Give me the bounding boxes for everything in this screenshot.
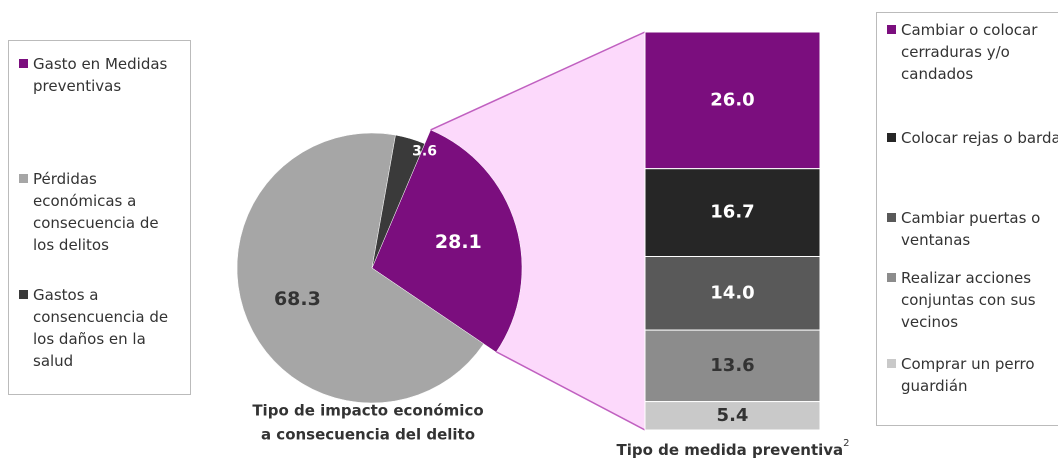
pie-legend: Gasto en Medidas preventivas Pérdidas eco… (8, 40, 191, 395)
legend-item: Cambiar puertas o ventanas (887, 207, 1058, 251)
legend-item: Pérdidas económicas a consecuencia de lo… (19, 168, 184, 256)
legend-swatch (887, 133, 896, 142)
connector-fill (430, 32, 645, 430)
bar-segment (644, 401, 821, 431)
data-label: 3.6 (412, 144, 437, 160)
chart-title: Tipo de medida preventiva2 (616, 438, 849, 459)
bar-segment (644, 329, 821, 403)
pie-slice (371, 129, 523, 353)
connector-line (496, 351, 646, 431)
chart-title: a consecuencia del delito (261, 426, 475, 444)
legend-swatch (887, 213, 896, 222)
legend-label: Cambiar puertas o ventanas (901, 209, 1041, 249)
bar-segment (644, 168, 821, 257)
legend-item: Gasto en Medidas preventivas (19, 53, 184, 97)
legend-swatch (887, 25, 896, 34)
bar-legend: Cambiar o colocar cerraduras y/o candado… (876, 12, 1058, 426)
legend-item: Realizar acciones conjuntas con sus veci… (887, 267, 1058, 333)
pie-slice (236, 132, 485, 404)
legend-swatch (19, 290, 28, 299)
pie-slice (371, 134, 426, 269)
data-label: 13.6 (710, 355, 754, 376)
title-footnote: 2 (843, 438, 849, 449)
legend-label: Pérdidas económicas a consecuencia de lo… (33, 170, 159, 254)
legend-label: Realizar acciones conjuntas con sus veci… (901, 269, 1036, 331)
data-label: 28.1 (435, 231, 482, 253)
legend-label: Comprar un perro guardián (901, 355, 1035, 395)
data-label: 5.4 (717, 405, 749, 426)
data-label: 14.0 (710, 282, 754, 303)
legend-swatch (19, 59, 28, 68)
legend-item: Cambiar o colocar cerraduras y/o candado… (887, 19, 1058, 85)
bar-segment (644, 255, 821, 331)
legend-label: Colocar rejas o bardas (901, 129, 1058, 147)
bar-segment (644, 31, 821, 170)
legend-item: Comprar un perro guardián (887, 353, 1058, 397)
data-label: 68.3 (274, 288, 321, 310)
connector-line (430, 31, 646, 131)
chart-title: Tipo de impacto económico (252, 402, 483, 420)
legend-label: Gasto en Medidas preventivas (33, 55, 168, 95)
legend-swatch (19, 174, 28, 183)
legend-label: Gastos a consencuencia de los daños en l… (33, 286, 169, 370)
legend-label: Cambiar o colocar cerraduras y/o candado… (901, 21, 1038, 83)
legend-swatch (887, 273, 896, 282)
legend-item: Colocar rejas o bardas (887, 127, 1058, 149)
title-text: Tipo de medida preventiva (616, 441, 843, 459)
data-label: 26.0 (710, 89, 754, 110)
data-label: 16.7 (710, 202, 754, 223)
legend-swatch (887, 359, 896, 368)
legend-item: Gastos a consencuencia de los daños en l… (19, 284, 184, 372)
